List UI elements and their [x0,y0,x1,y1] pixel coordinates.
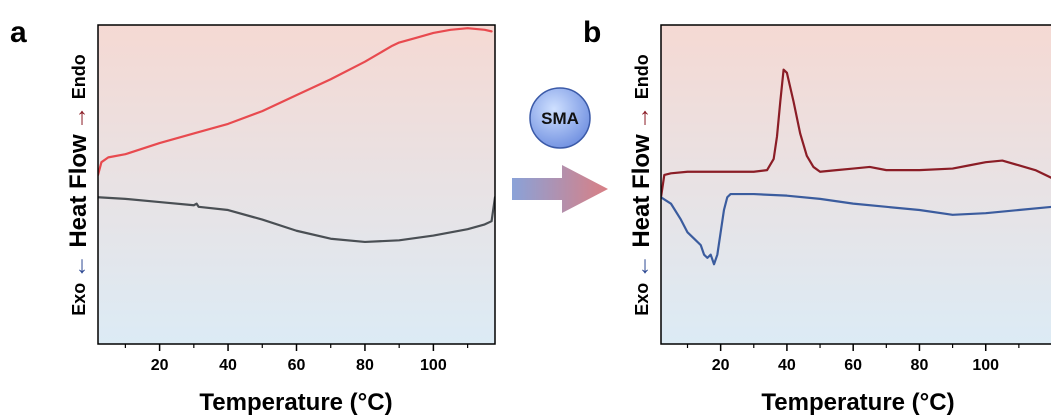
panel-b-tick-label: 60 [844,357,862,374]
panel-a-letter: a [10,16,27,49]
transform-arrow: SMA [512,87,608,213]
panel-a-series-group [98,27,495,244]
panel-b-series-line-1 [661,68,1051,199]
panel-b-exo-arrow-icon: ← [628,248,655,279]
panel-b-tick-label: 100 [972,357,999,374]
panel-a-tick-label: 40 [219,357,237,374]
panel-b-plot-background [661,25,1051,344]
panel-a-tick-label: 20 [151,357,169,374]
panel-a-endo-arrow-icon: → [65,99,92,130]
transition-arrow-icon [512,165,608,213]
panel-b-x-ticks: 20 40 60 80 100 [686,344,1020,374]
panel-b-tick-label: 40 [778,357,796,374]
panel-a-x-ticks: 20 40 60 80 100 [124,344,469,374]
panel-b-tick-label: 80 [911,357,929,374]
panel-b: b 20 40 60 80 100 Temperature (°C) Exo ← Hea… [583,16,1051,416]
svg-text:Exo ← Heat F: Exo ← Heat Flow → Endo [628,54,655,316]
panel-b-tick-label: 20 [712,357,730,374]
panel-b-series-line-2 [661,192,1051,266]
panel-a-series-line-1 [98,27,493,177]
panel-b-y-axis-label: Exo ← Heat Flow → Endo [628,54,655,316]
svg-text:Exo ← Heat F: Exo ← Heat Flow → Endo [65,54,92,316]
panel-a-exo-arrow-icon: ← [65,248,92,279]
panel-b-frame [660,24,1051,345]
panel-b-heat-flow-label: Heat Flow [628,134,655,248]
panel-b-x-axis-title: Temperature (°C) [761,389,954,416]
panel-a-plot-background [98,25,495,344]
panel-a-heat-flow-label: Heat Flow [65,134,92,248]
panel-a-endo-label: Endo [69,54,89,99]
panel-b-series-group [661,68,1051,266]
sma-badge [529,87,591,149]
panel-a-tick-label: 60 [288,357,306,374]
panel-a-y-axis-label: Exo ← Heat Flow → Endo [65,54,92,316]
panel-b-endo-arrow-icon: → [628,99,655,130]
panel-a-exo-label: Exo [69,283,89,316]
sma-badge-label: SMA [541,109,579,128]
panel-a-tick-label: 100 [420,357,447,374]
panel-a: a 20 40 60 80 100 Temperature (°C) Exo ← Hea… [10,16,496,416]
panel-b-letter: b [583,16,601,49]
panel-b-exo-label: Exo [632,283,652,316]
panel-a-series-line-2 [98,196,495,244]
panel-b-endo-label: Endo [632,54,652,99]
panel-a-x-axis-title: Temperature (°C) [199,389,392,416]
panel-a-tick-label: 80 [356,357,374,374]
